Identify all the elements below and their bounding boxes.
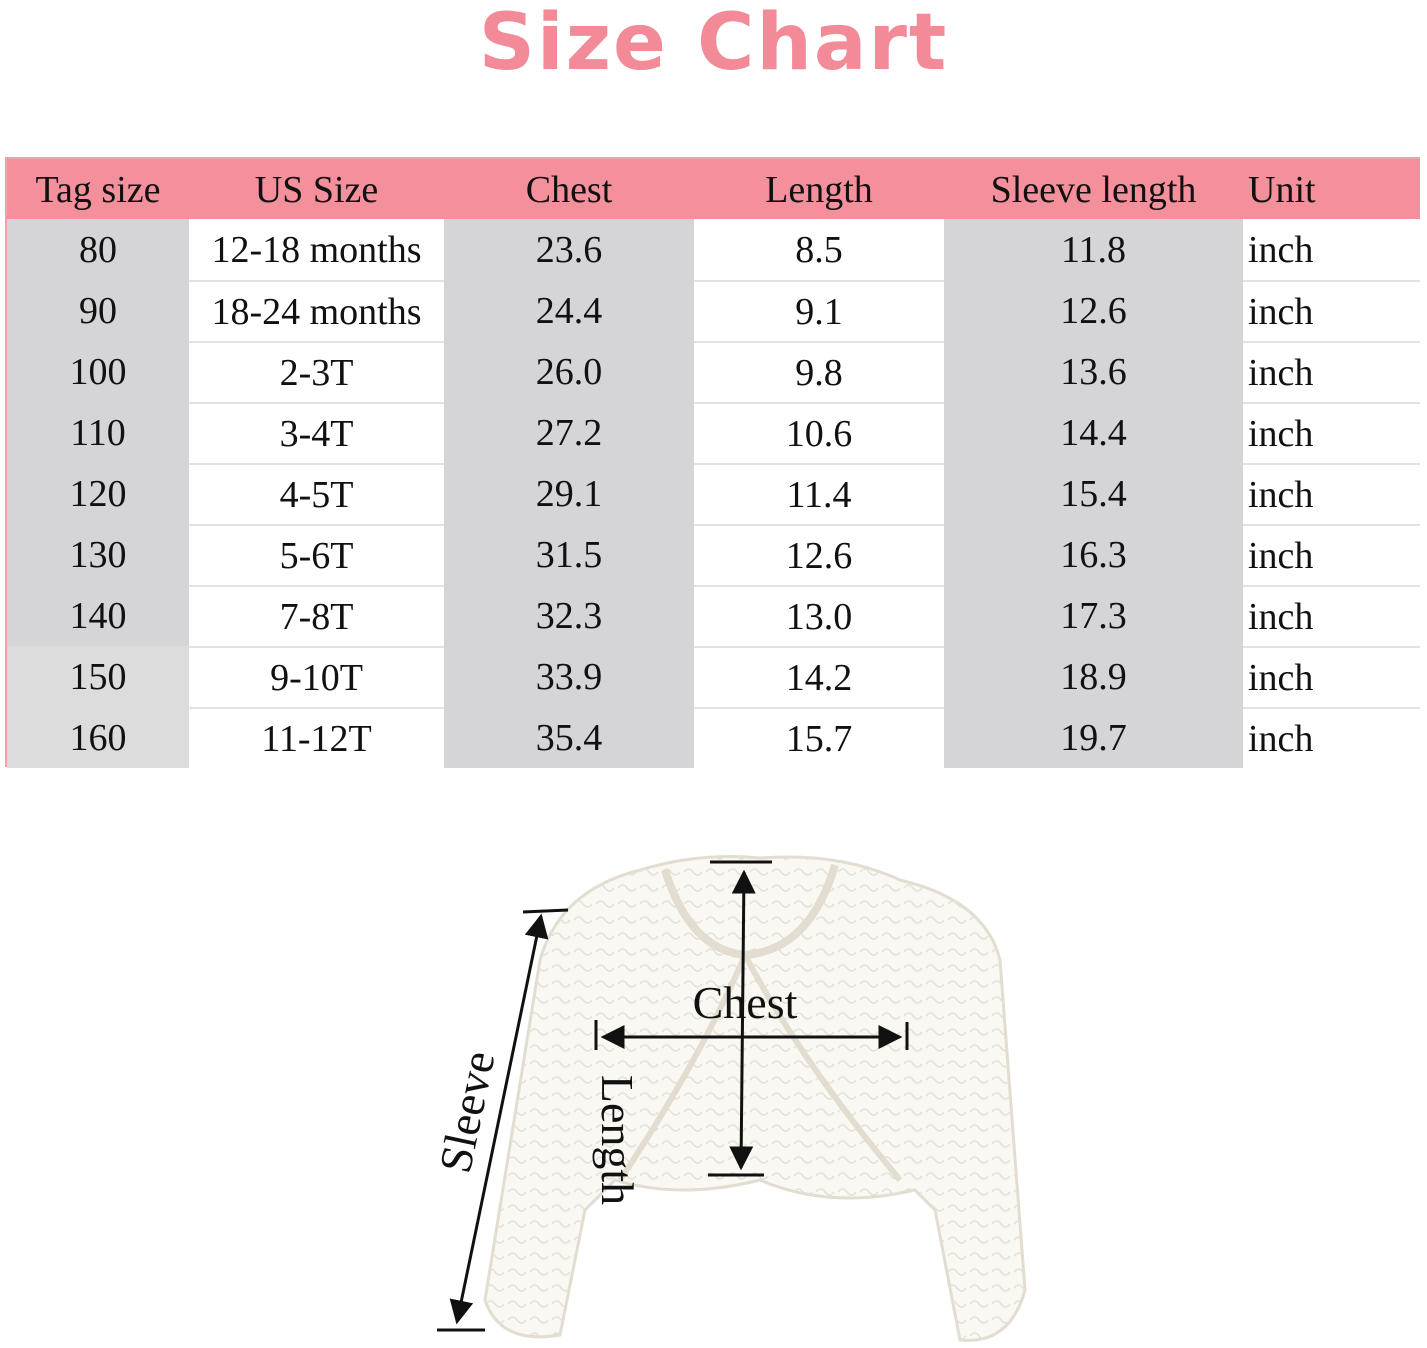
table-cell: 120 bbox=[7, 463, 189, 524]
table-cell: inch bbox=[1243, 341, 1420, 402]
table-cell: 160 bbox=[7, 707, 189, 768]
table-cell: inch bbox=[1243, 524, 1420, 585]
table-cell: inch bbox=[1243, 707, 1420, 768]
table-cell: 90 bbox=[7, 280, 189, 341]
table-cell: 33.9 bbox=[444, 646, 694, 707]
table-cell: 32.3 bbox=[444, 585, 694, 646]
table-cell: 26.0 bbox=[444, 341, 694, 402]
table-cell: 100 bbox=[7, 341, 189, 402]
header-cell: Sleeve length bbox=[944, 159, 1243, 221]
table-cell: 23.6 bbox=[444, 219, 694, 280]
table-cell: 2-3T bbox=[189, 341, 444, 402]
table-cell: 9.1 bbox=[694, 280, 944, 341]
table-cell: 11.8 bbox=[944, 219, 1243, 280]
table-cell: 35.4 bbox=[444, 707, 694, 768]
table-cell: 80 bbox=[7, 219, 189, 280]
table-cell: 150 bbox=[7, 646, 189, 707]
table-cell: 29.1 bbox=[444, 463, 694, 524]
table-cell: 4-5T bbox=[189, 463, 444, 524]
table-cell: 7-8T bbox=[189, 585, 444, 646]
sweater bbox=[483, 855, 1027, 1342]
table-cell: inch bbox=[1243, 463, 1420, 524]
header-cell: Length bbox=[694, 159, 944, 221]
table-cell: 13.6 bbox=[944, 341, 1243, 402]
header-cell: Chest bbox=[444, 159, 694, 221]
table-cell: 11-12T bbox=[189, 707, 444, 768]
length-label: Length bbox=[592, 1075, 643, 1205]
table-cell: 14.2 bbox=[694, 646, 944, 707]
table-cell: 24.4 bbox=[444, 280, 694, 341]
table-cell: 18-24 months bbox=[189, 280, 444, 341]
table-cell: inch bbox=[1243, 585, 1420, 646]
table-cell: 18.9 bbox=[944, 646, 1243, 707]
table-cell: 17.3 bbox=[944, 585, 1243, 646]
table-cell: inch bbox=[1243, 219, 1420, 280]
table-cell: 12-18 months bbox=[189, 219, 444, 280]
table-cell: 14.4 bbox=[944, 402, 1243, 463]
table-cell: 19.7 bbox=[944, 707, 1243, 768]
table-cell: 31.5 bbox=[444, 524, 694, 585]
table-cell: 12.6 bbox=[944, 280, 1243, 341]
table-cell: 5-6T bbox=[189, 524, 444, 585]
table-cell: 12.6 bbox=[694, 524, 944, 585]
table-cell: inch bbox=[1243, 402, 1420, 463]
table-cell: 3-4T bbox=[189, 402, 444, 463]
table-cell: 110 bbox=[7, 402, 189, 463]
table-cell: 130 bbox=[7, 524, 189, 585]
chest-label: Chest bbox=[693, 977, 798, 1028]
table-cell: 9.8 bbox=[694, 341, 944, 402]
table-cell: 16.3 bbox=[944, 524, 1243, 585]
table-cell: inch bbox=[1243, 280, 1420, 341]
table-cell: 15.4 bbox=[944, 463, 1243, 524]
measure-lines bbox=[437, 860, 909, 1332]
size-table: Tag size US Size Chest Length Sleeve length U… bbox=[5, 157, 1420, 768]
header-cell: Unit bbox=[1243, 159, 1420, 221]
table-cell: 140 bbox=[7, 585, 189, 646]
table-cell: 15.7 bbox=[694, 707, 944, 768]
table-cell: 10.6 bbox=[694, 402, 944, 463]
table-cell: 8.5 bbox=[694, 219, 944, 280]
table-cell: inch bbox=[1243, 646, 1420, 707]
table-cell: 9-10T bbox=[189, 646, 444, 707]
table-cell: 13.0 bbox=[694, 585, 944, 646]
page-title: Size Chart bbox=[478, 0, 949, 88]
header-cell: Tag size bbox=[7, 159, 189, 221]
sleeve-label: Sleeve bbox=[429, 1047, 504, 1178]
header-cell: US Size bbox=[189, 159, 444, 221]
table-cell: 27.2 bbox=[444, 402, 694, 463]
table-cell: 11.4 bbox=[694, 463, 944, 524]
